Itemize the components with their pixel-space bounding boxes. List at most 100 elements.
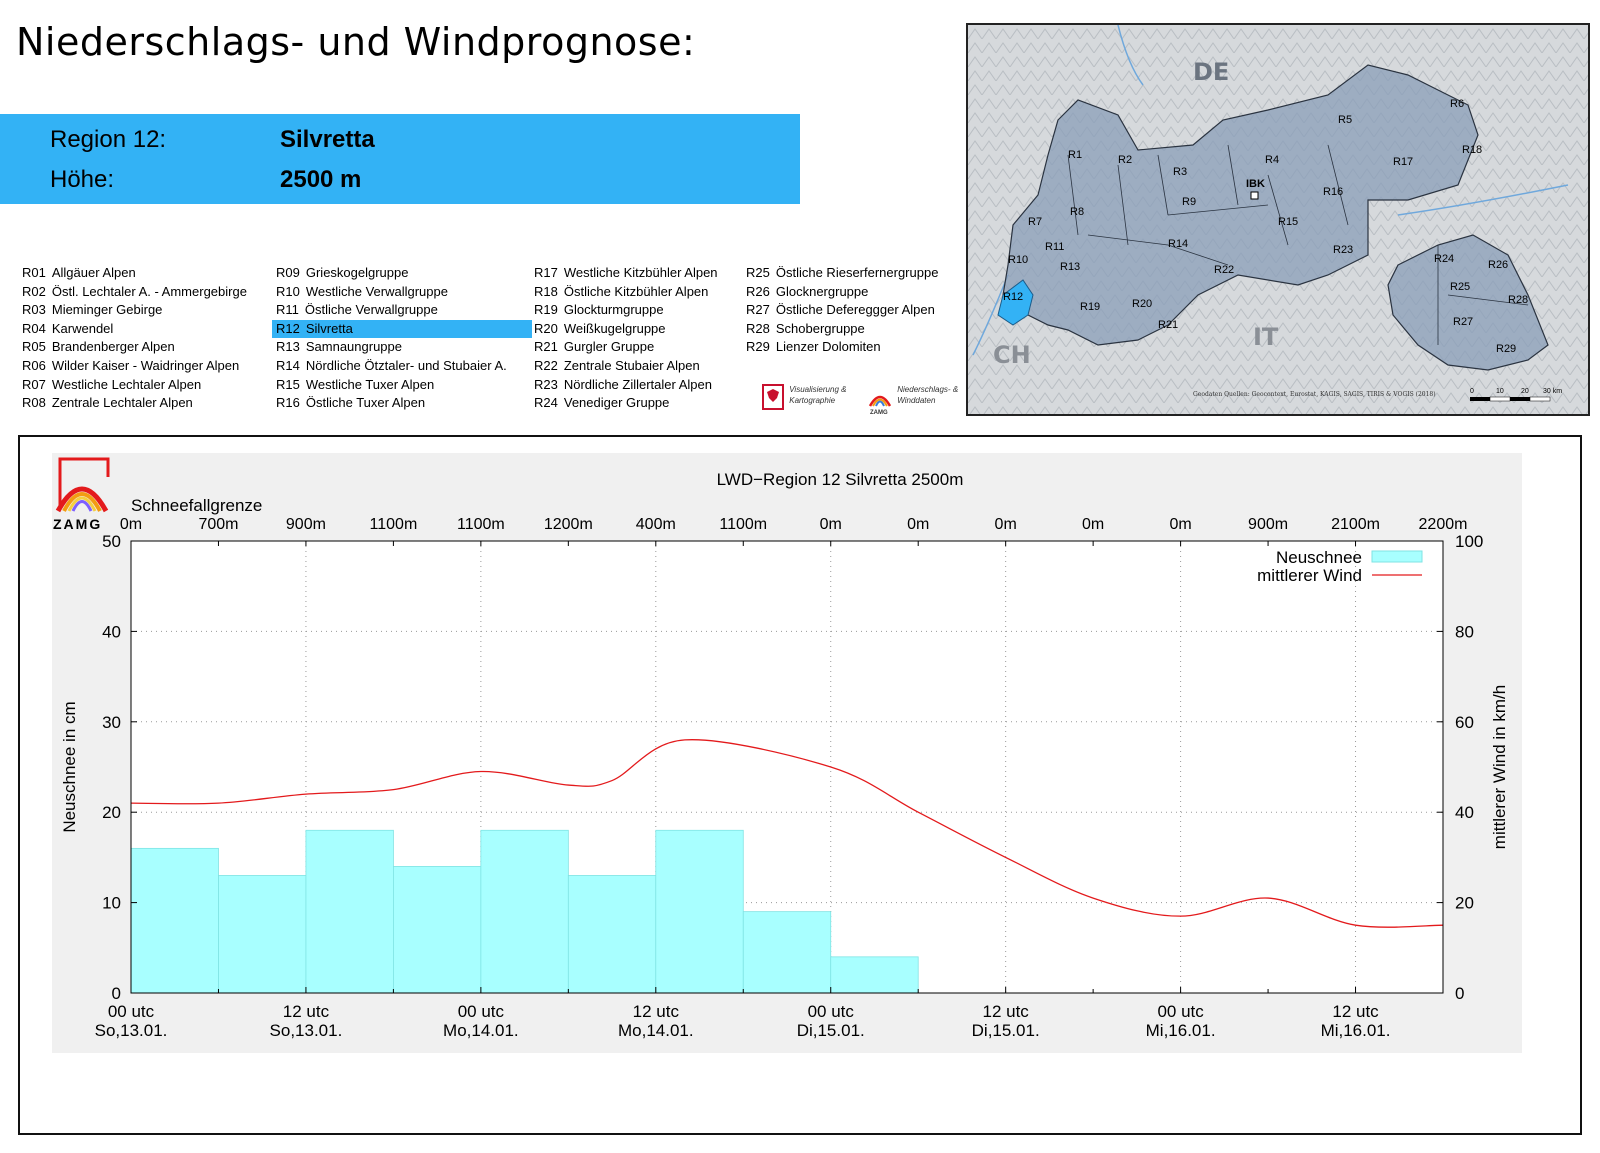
region-name: Glocknergruppe	[775, 283, 869, 299]
region-name: Samnaungruppe	[305, 339, 402, 355]
region-legend-item: R28 Schobergruppe	[742, 320, 938, 339]
region-code: R28	[746, 320, 770, 336]
y-left-tick-label: 30	[102, 713, 121, 732]
map-code-r16: R16	[1323, 186, 1343, 198]
snowline-label: 0m	[907, 516, 929, 533]
map-code-r19: R19	[1080, 301, 1100, 313]
zamg-logo-text1: Niederschlags- &	[897, 385, 959, 394]
y-left-tick-label: 50	[102, 532, 121, 551]
region-legend-column: R09 Grieskogelgruppe R10 Westliche Verwallg…	[272, 264, 532, 413]
map-label-ibk: IBK	[1246, 178, 1265, 190]
scale-20: 20	[1521, 388, 1529, 395]
region-legend-item: R13 Samnaungruppe	[272, 338, 532, 357]
region-legend-item: R09 Grieskogelgruppe	[272, 264, 532, 283]
region-code: R18	[534, 283, 558, 299]
tirol-east-outline	[1387, 234, 1549, 371]
region-name: Weißkugelgruppe	[563, 320, 666, 336]
zamg-logo-text: ZAMG	[53, 516, 102, 532]
region-name: Nördliche Ötztaler- und Stubaier A.	[305, 357, 507, 373]
region-banner: Region 12: Silvretta Höhe: 2500 m	[0, 114, 800, 204]
neuschnee-bar	[742, 911, 832, 994]
region-name: Westliche Lechtaler Alpen	[51, 376, 202, 392]
chart-title: LWD−Region 12 Silvretta 2500m	[717, 470, 964, 489]
region-name: Östl. Lechtaler A. - Ammergebirge	[51, 283, 247, 299]
region-code: R06	[22, 357, 46, 373]
region-code: R03	[22, 302, 46, 318]
region-name: Östliche Rieserfernergruppe	[775, 265, 939, 280]
snowline-label: 1100m	[719, 516, 767, 533]
map-label-ch: CH	[993, 341, 1031, 369]
region-name: Westliche Kitzbühler Alpen	[563, 265, 718, 280]
map-code-r9: R9	[1182, 196, 1196, 208]
region-code: R25	[746, 265, 770, 280]
x-tick-label-time: 00 utc	[108, 1002, 155, 1021]
x-tick-label-time: 12 utc	[283, 1002, 330, 1021]
map-code-r18: R18	[1462, 144, 1482, 156]
map-code-r27: R27	[1453, 316, 1473, 328]
region-code: R26	[746, 283, 770, 299]
region-legend-item: R27 Östliche Defereggger Alpen	[742, 301, 938, 320]
region-legend-item: R06 Wilder Kaiser - Waidringer Alpen	[18, 357, 247, 376]
forecast-chart: ZAMG LWD−Region 12 Silvretta 2500m Schne…	[52, 453, 1522, 1053]
x-tick-label-date: Mi,16.01.	[1146, 1021, 1216, 1040]
y-right-tick-label: 0	[1455, 984, 1464, 1003]
map-label-it: IT	[1253, 323, 1279, 351]
region-name: Brandenberger Alpen	[51, 339, 175, 355]
zamg-small-logo: Niederschlags- & Winddaten ZAMG	[868, 384, 958, 416]
map-code-r4: R4	[1265, 154, 1279, 166]
region-legend-item: R19 Glockturmgruppe	[530, 301, 718, 320]
region-legend-item: R22 Zentrale Stubaier Alpen	[530, 357, 718, 376]
map-rivers	[972, 25, 1569, 356]
y-left-tick-label: 0	[112, 984, 121, 1003]
neuschnee-bar	[392, 866, 482, 994]
region-code: R17	[534, 265, 558, 280]
map-code-r11: R11	[1045, 241, 1064, 253]
snowline-label: 2200m	[1419, 516, 1468, 533]
map-source: Geodaten Quellen: Geocontext, Eurostat, …	[1193, 391, 1436, 398]
snowline-label: 900m	[1248, 516, 1288, 533]
y-right-tick-label: 20	[1455, 894, 1474, 913]
page-title: Niederschlags- und Windprognose:	[16, 20, 696, 64]
region-name: Östliche Defereggger Alpen	[775, 302, 935, 318]
x-tick-label-date: So,13.01.	[95, 1021, 168, 1040]
region-code: R29	[746, 339, 770, 355]
region-name: Silvretta	[305, 320, 353, 336]
region-label: Region 12:	[50, 126, 167, 153]
region-name: Lienzer Dolomiten	[775, 339, 881, 355]
tirol-logo-text2: Kartographie	[789, 396, 836, 405]
region-legend-item: R25 Östliche Rieserfernergruppe	[742, 264, 938, 283]
height-label: Höhe:	[50, 166, 115, 193]
region-borders	[1067, 144, 1529, 345]
zamg-logo-text2: Winddaten	[897, 396, 936, 405]
x-tick-label-time: 00 utc	[808, 1002, 855, 1021]
region-code: R11	[276, 302, 299, 318]
map-code-r26: R26	[1488, 259, 1508, 271]
region-legend-column: R01 Allgäuer Alpen R02 Östl. Lechtaler A. -…	[18, 264, 247, 413]
y-right-tick-label: 40	[1455, 803, 1474, 822]
region-code: R04	[22, 320, 46, 336]
map-code-r24: R24	[1434, 253, 1454, 265]
region-legend-item: R16 Östliche Tuxer Alpen	[272, 394, 532, 413]
snowline-label: 0m	[1082, 516, 1104, 533]
map-code-r23: R23	[1333, 244, 1353, 256]
snowline-label: 700m	[198, 516, 238, 533]
region-code: R21	[534, 339, 558, 355]
map-code-r13: R13	[1060, 261, 1080, 273]
map-code-r3: R3	[1173, 166, 1187, 178]
neuschnee-bar	[305, 829, 394, 994]
region-name: Westliche Tuxer Alpen	[305, 376, 435, 392]
region-name: Grieskogelgruppe	[305, 265, 409, 280]
y-axis-left-label: Neuschnee in cm	[60, 701, 79, 832]
region-code: R23	[534, 376, 558, 392]
map-code-r20: R20	[1132, 298, 1152, 310]
region-name: Westliche Verwallgruppe	[305, 283, 448, 299]
region-map-svg: R1 R2 R3 R4 R5 R6 R7 R8 R9 R10 R11 R12 R…	[968, 25, 1588, 414]
x-tick-label-date: So,13.01.	[270, 1021, 343, 1040]
snowline-label: 1100m	[370, 516, 418, 533]
region-legend-item: R02 Östl. Lechtaler A. - Ammergebirge	[18, 283, 247, 302]
map-code-r28: R28	[1508, 294, 1528, 306]
region-legend-item: R29 Lienzer Dolomiten	[742, 338, 938, 357]
snowline-label: 0m	[995, 516, 1017, 533]
region-legend-item: R14 Nördliche Ötztaler- und Stubaier A.	[272, 357, 532, 376]
x-tick-label-time: 00 utc	[458, 1002, 505, 1021]
